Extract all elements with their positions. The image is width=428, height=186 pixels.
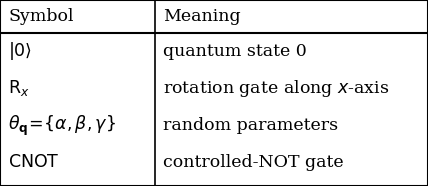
Text: $|0\rangle$: $|0\rangle$ [8, 41, 32, 62]
Text: $\mathrm{R}_{x}$: $\mathrm{R}_{x}$ [8, 78, 30, 99]
Text: Symbol: Symbol [8, 8, 74, 25]
Text: rotation gate along $x$-axis: rotation gate along $x$-axis [163, 78, 389, 99]
Text: random parameters: random parameters [163, 117, 338, 134]
Text: Meaning: Meaning [163, 8, 241, 25]
Text: $\mathrm{CNOT}$: $\mathrm{CNOT}$ [8, 154, 59, 171]
Text: quantum state 0: quantum state 0 [163, 43, 307, 60]
Text: controlled-NOT gate: controlled-NOT gate [163, 154, 344, 171]
Text: $\theta_{\mathbf{q}}\!=\!\{\alpha,\beta,\gamma\}$: $\theta_{\mathbf{q}}\!=\!\{\alpha,\beta,… [8, 113, 116, 138]
